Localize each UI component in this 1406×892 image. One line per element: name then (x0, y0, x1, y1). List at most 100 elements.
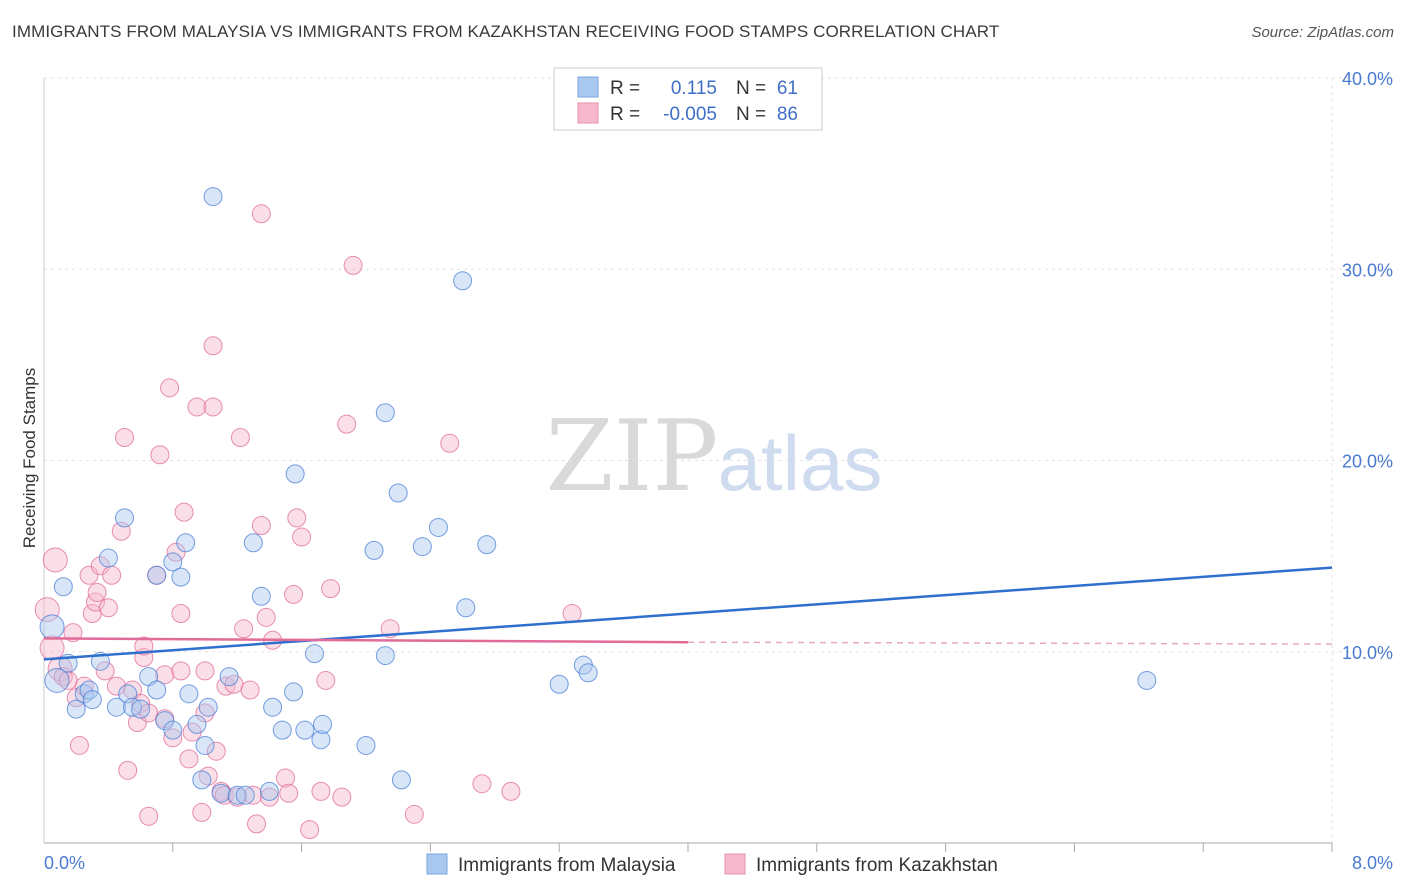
y-tick-label: 10.0% (1342, 643, 1393, 663)
malaysia-point (364, 540, 384, 560)
malaysia-point (198, 697, 218, 717)
malaysia-point (263, 697, 283, 717)
malaysia-point (295, 720, 315, 740)
y-axis-title: Receiving Food Stamps (20, 368, 39, 548)
watermark-zip: ZIP (546, 400, 719, 514)
y-tick-label: 20.0% (1342, 452, 1393, 472)
legend-swatch-kazakhstan (577, 102, 599, 124)
kazakhstan-points (34, 204, 582, 840)
malaysia-point (375, 646, 395, 666)
kazakhstan-point (316, 670, 336, 690)
kazakhstan-point (195, 703, 215, 723)
kazakhstan-point (160, 378, 180, 398)
malaysia-point (192, 770, 212, 790)
malaysia-point (453, 271, 473, 291)
kazakhstan-point (98, 598, 118, 618)
malaysia-point (243, 533, 263, 553)
malaysia-point (235, 785, 255, 805)
kazakhstan-point (174, 502, 194, 522)
malaysia-point (39, 614, 65, 640)
malaysia-point (285, 464, 305, 484)
kazakhstan-point (321, 579, 341, 599)
kazakhstan-point (139, 806, 159, 826)
legend-n-label-malaysia: N = (736, 78, 766, 99)
malaysia-points (39, 187, 1157, 805)
kazakhstan-point (203, 336, 223, 356)
malaysia-point (313, 714, 333, 734)
legend-n-value-kazakhstan: 86 (777, 104, 798, 125)
malaysia-point (53, 577, 73, 597)
malaysia-point (163, 720, 183, 740)
x-tick-max: 8.0% (1352, 853, 1393, 873)
malaysia-point (388, 483, 408, 503)
bottom-legend-kazakhstan: Immigrants from Kazakhstan (756, 855, 998, 876)
malaysia-point (179, 684, 199, 704)
chart-title: IMMIGRANTS FROM MALAYSIA VS IMMIGRANTS F… (12, 22, 1000, 41)
kazakhstan-point (440, 433, 460, 453)
kazakhstan-point (279, 783, 299, 803)
malaysia-trend-line (43, 566, 1333, 661)
kazakhstan-point (259, 787, 279, 807)
y-tick-labels: 10.0% 20.0% 30.0% 40.0% (1342, 69, 1393, 663)
trend-lines (43, 566, 1333, 661)
kazakhstan-point (206, 741, 226, 761)
kazakhstan-point (115, 428, 134, 448)
kazakhstan-point (90, 556, 110, 576)
kazakhstan-trend-extension (687, 641, 1333, 645)
kazakhstan-point (203, 397, 223, 417)
malaysia-point (272, 720, 292, 740)
kazakhstan-point (42, 547, 68, 573)
kazakhstan-point (276, 768, 295, 788)
legend-n-label-kazakhstan: N = (736, 104, 766, 125)
kazakhstan-point (332, 787, 352, 807)
kazakhstan-point (251, 516, 271, 536)
kazakhstan-point (79, 565, 99, 585)
kazakhstan-point (562, 604, 582, 623)
kazakhstan-point (337, 414, 357, 434)
kazakhstan-point (404, 804, 424, 824)
kazakhstan-point (171, 604, 191, 623)
kazakhstan-point (134, 636, 154, 656)
legend-box: R = 0.115 N = 61 R = -0.005 N = 86 (553, 67, 823, 131)
kazakhstan-trend-line (43, 637, 689, 644)
bottom-legend-swatch-malaysia (426, 853, 448, 875)
malaysia-point (203, 187, 223, 207)
kazakhstan-point (234, 619, 254, 639)
x-tick-min: 0.0% (44, 853, 85, 873)
malaysia-point (456, 598, 476, 618)
kazakhstan-point (163, 728, 183, 748)
malaysia-point (131, 699, 151, 719)
malaysia-point (391, 770, 411, 790)
kazakhstan-point (171, 661, 191, 681)
kazakhstan-point (179, 749, 199, 769)
malaysia-point (147, 680, 167, 700)
malaysia-point (66, 699, 86, 719)
malaysia-point (115, 508, 134, 528)
kazakhstan-point (343, 255, 363, 275)
bottom-legend-swatch-kazakhstan (724, 853, 746, 875)
kazakhstan-point (102, 565, 122, 585)
y-tick-label: 30.0% (1342, 260, 1393, 280)
malaysia-point (578, 663, 598, 683)
malaysia-point (477, 535, 497, 555)
malaysia-point (195, 735, 215, 755)
kazakhstan-point (251, 204, 271, 224)
bottom-legend: Immigrants from Malaysia Immigrants from… (426, 853, 998, 876)
malaysia-point (259, 781, 279, 801)
malaysia-point (1137, 670, 1157, 690)
malaysia-point (549, 674, 569, 694)
kazakhstan-point (155, 665, 175, 685)
malaysia-point (155, 711, 175, 731)
kazakhstan-point (230, 428, 250, 448)
legend-r-label-malaysia: R = (610, 78, 640, 99)
kazakhstan-point (284, 584, 304, 604)
legend-n-value-malaysia: 61 (777, 78, 798, 99)
kazakhstan-point (300, 820, 320, 840)
kazakhstan-point (95, 661, 115, 681)
malaysia-point (187, 714, 207, 734)
kazakhstan-point (247, 814, 267, 834)
malaysia-point (428, 517, 448, 537)
malaysia-point (82, 690, 102, 710)
malaysia-point (356, 735, 376, 755)
